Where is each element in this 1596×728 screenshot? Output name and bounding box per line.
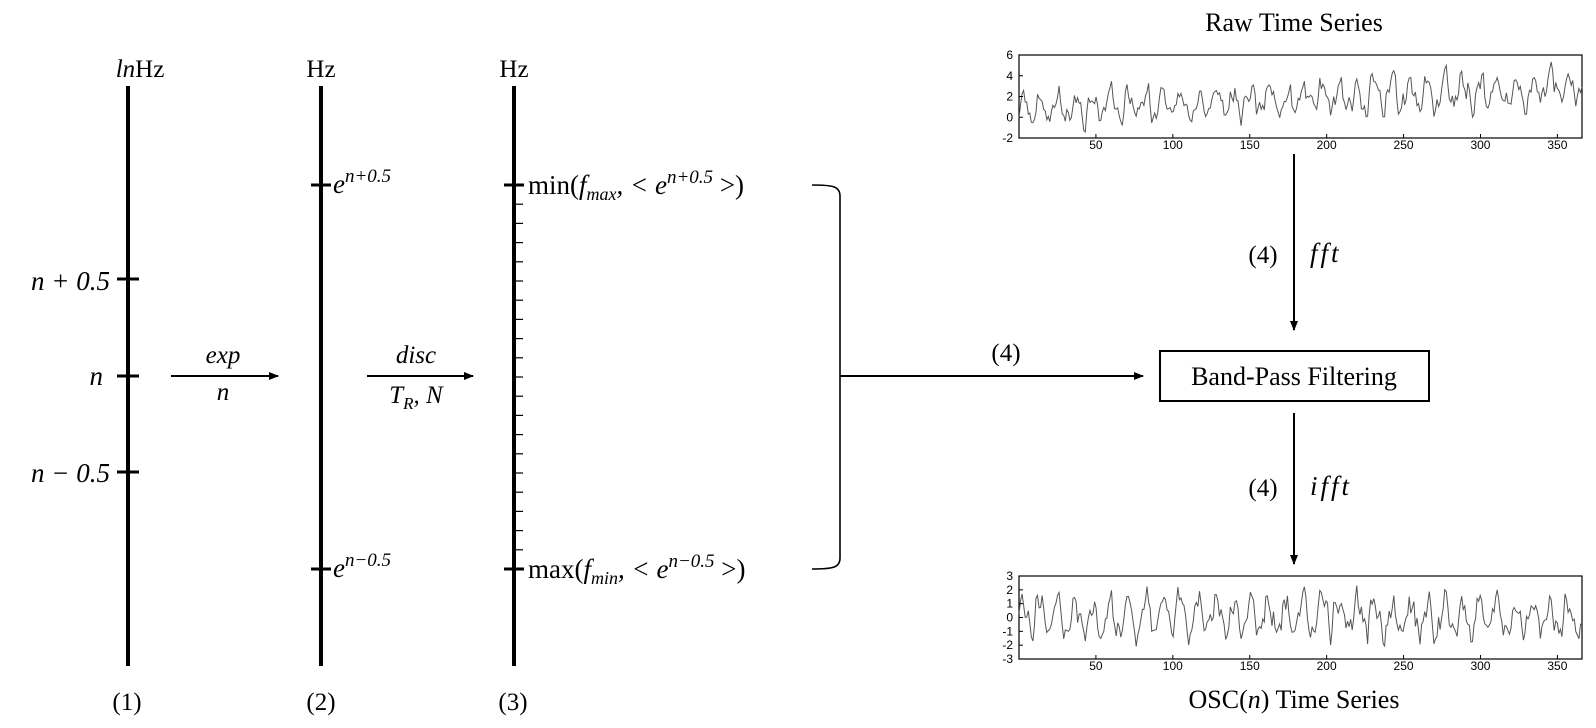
- ifft-arrow-op-label: ifft: [1310, 471, 1352, 501]
- ifft-arrow: (4) ifft: [1248, 413, 1352, 565]
- bracket-line: [811, 184, 841, 570]
- axis-3-label-upper: min(fmax, < en+0.5 >): [528, 167, 744, 204]
- raw-plot-signal: [1018, 61, 1583, 133]
- disc-arrow-top-label: disc: [396, 342, 436, 369]
- x-tick-label: 200: [1317, 138, 1337, 152]
- y-tick-label: 2: [1006, 583, 1013, 597]
- y-tick-label: 4: [1006, 69, 1013, 83]
- x-tick-label: 150: [1240, 138, 1260, 152]
- axis-3-unit: Hz: [499, 56, 528, 83]
- x-tick-label: 100: [1163, 659, 1183, 673]
- osc-plot-title: OSC(n) Time Series: [1189, 685, 1400, 714]
- filter-box-frame: [1159, 350, 1430, 402]
- y-tick-label: -1: [1002, 624, 1013, 638]
- y-tick-label: 0: [1006, 110, 1013, 124]
- raw-time-series-plot: Raw Time Series 6 4 2 0 -2 50 100 150 200 250 300…: [1002, 8, 1583, 152]
- y-tick-label: 6: [1006, 48, 1013, 62]
- x-tick-label: 350: [1547, 138, 1567, 152]
- x-tick-label: 100: [1163, 138, 1183, 152]
- axis-1-label-upper: n + 0.5: [31, 266, 110, 296]
- fft-arrow-op-label: fft: [1310, 238, 1342, 268]
- raw-plot-x-ticks: 50 100 150 200 250 300 350: [1089, 134, 1568, 152]
- to-filter-arrow-label: (4): [991, 340, 1020, 367]
- x-tick-label: 250: [1394, 138, 1414, 152]
- y-tick-label: -3: [1002, 652, 1013, 666]
- axis-2-unit: Hz: [306, 56, 335, 83]
- disc-arrow-bottom-label: TR, N: [389, 382, 444, 413]
- axis-3: Hz min(fmax, < en+0.5 >) max(fmin, < en−…: [498, 56, 745, 716]
- raw-plot-title: Raw Time Series: [1205, 8, 1383, 37]
- axis-1-unit: lnHz: [116, 56, 165, 83]
- ifft-arrow-step-label: (4): [1248, 475, 1277, 502]
- y-tick-label: 3: [1006, 569, 1013, 583]
- axis-1-label-mid: n: [90, 361, 104, 391]
- axis-2: Hz en+0.5 en−0.5 (2): [306, 56, 391, 716]
- filter-box-label: Band-Pass Filtering: [1191, 362, 1397, 391]
- y-tick-label: 0: [1006, 611, 1013, 625]
- x-tick-label: 350: [1547, 659, 1567, 673]
- y-tick-label: -2: [1002, 638, 1013, 652]
- y-tick-label: 2: [1006, 90, 1013, 104]
- exp-arrow: exp n: [171, 342, 279, 406]
- band-pass-filter-box: Band-Pass Filtering: [1159, 350, 1430, 402]
- axis-3-label-lower: max(fmin, < en−0.5 >): [528, 551, 746, 588]
- axis-2-caption: (2): [306, 689, 335, 716]
- axis-3-caption: (3): [498, 689, 527, 716]
- x-tick-label: 200: [1317, 659, 1337, 673]
- axis-1-label-lower: n − 0.5: [31, 458, 110, 488]
- osc-plot-x-ticks: 50 100 150 200 250 300 350: [1089, 655, 1568, 673]
- axis-2-label-lower: en−0.5: [333, 550, 391, 583]
- x-tick-label: 300: [1470, 659, 1490, 673]
- exp-arrow-top-label: exp: [206, 342, 241, 369]
- exp-arrow-bottom-label: n: [217, 379, 230, 406]
- fft-arrow: (4) fft: [1248, 154, 1342, 331]
- axis-3-minor-ticks: [514, 203, 523, 551]
- y-tick-label: -2: [1002, 131, 1013, 145]
- y-tick-label: 1: [1006, 597, 1013, 611]
- axis-1: lnHz n + 0.5 n n − 0.5 (1): [31, 56, 164, 716]
- raw-plot-y-ticks: 6 4 2 0 -2: [1002, 48, 1023, 145]
- axis-1-caption: (1): [112, 689, 141, 716]
- x-tick-label: 300: [1470, 138, 1490, 152]
- osc-plot-signal: [1018, 585, 1583, 647]
- x-tick-label: 250: [1394, 659, 1414, 673]
- disc-arrow: disc TR, N: [367, 342, 474, 413]
- x-tick-label: 50: [1089, 138, 1103, 152]
- bracket-connector: (4): [811, 184, 1144, 570]
- fft-arrow-step-label: (4): [1248, 242, 1277, 269]
- x-tick-label: 150: [1240, 659, 1260, 673]
- axis-2-label-upper: en+0.5: [333, 166, 391, 199]
- osc-plot-frame: [1018, 575, 1583, 660]
- x-tick-label: 50: [1089, 659, 1103, 673]
